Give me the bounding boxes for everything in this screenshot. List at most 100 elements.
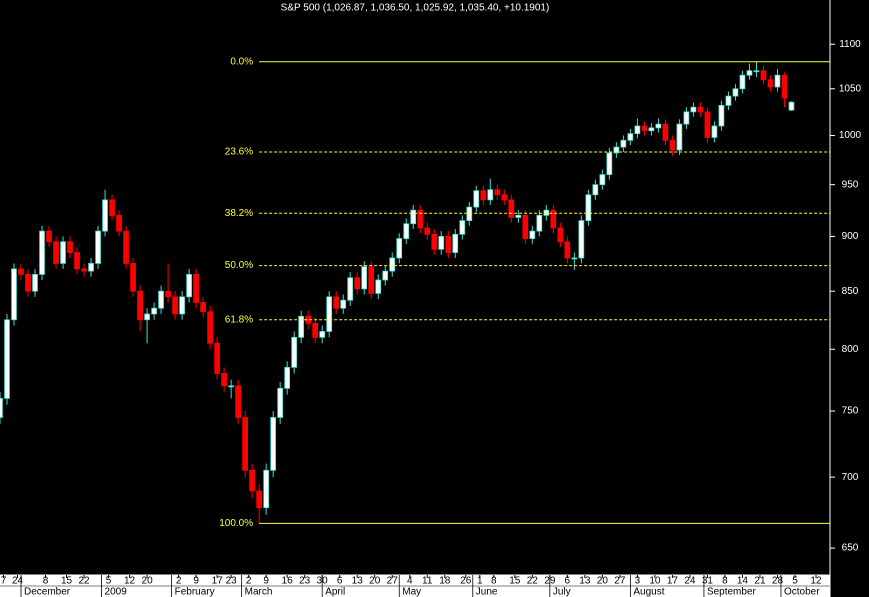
x-tick-label: 21 xyxy=(754,576,766,587)
candle-body xyxy=(144,313,150,321)
candle-body xyxy=(599,174,606,186)
candle-body xyxy=(662,123,669,141)
candle-body xyxy=(403,223,410,239)
candle-body xyxy=(529,230,536,239)
x-tick-label: 18 xyxy=(439,576,451,587)
candle-body xyxy=(298,315,305,338)
candle-body xyxy=(774,74,781,88)
y-tick-label: 800 xyxy=(842,344,859,355)
month-label: September xyxy=(707,587,757,597)
candle-body xyxy=(179,296,185,315)
x-tick-label: 9 xyxy=(263,576,269,587)
candle-body xyxy=(32,274,38,292)
candle-body xyxy=(564,241,571,259)
candle-body xyxy=(634,125,641,135)
x-tick-label: 28 xyxy=(772,576,784,587)
candle-body xyxy=(396,238,403,259)
candle-body xyxy=(683,111,690,125)
candle-body xyxy=(0,397,3,418)
x-tick-label: 17 xyxy=(212,576,224,587)
fib-label: 23.6% xyxy=(225,147,253,158)
candle-body xyxy=(501,194,508,201)
y-tick-label: 1100 xyxy=(839,39,861,50)
candle-body xyxy=(753,70,760,73)
x-tick-label: 24 xyxy=(684,576,696,587)
candle-body xyxy=(452,233,459,253)
candle-body xyxy=(543,209,550,216)
candle-body xyxy=(221,373,227,387)
candle-body xyxy=(424,227,431,235)
candle-body xyxy=(508,199,515,218)
candle-body xyxy=(760,70,767,81)
candle-body xyxy=(123,230,129,264)
candle-body xyxy=(88,263,94,272)
candle-body xyxy=(669,139,676,151)
x-tick-label: 6 xyxy=(337,576,343,587)
x-tick-label: 7 xyxy=(1,576,7,587)
month-label: December xyxy=(24,587,71,597)
x-tick-label: 12 xyxy=(810,576,822,587)
candle-body xyxy=(732,88,739,97)
candle-body xyxy=(249,469,256,492)
x-tick-label: 23 xyxy=(299,576,311,587)
x-tick-label: 8 xyxy=(43,576,49,587)
candle-body xyxy=(494,189,501,196)
month-label: August xyxy=(633,587,664,597)
candle-body xyxy=(522,214,529,239)
y-tick-label: 1050 xyxy=(839,83,862,94)
x-tick-label: 2 xyxy=(246,576,252,587)
candle-body xyxy=(74,252,80,270)
candle-body xyxy=(186,274,192,298)
y-tick-label: 1000 xyxy=(839,130,862,141)
candle-body xyxy=(550,209,557,229)
y-tick-label: 700 xyxy=(842,472,859,483)
candle-body xyxy=(445,236,452,253)
x-tick-label: 26 xyxy=(460,576,472,587)
fib-label: 50.0% xyxy=(225,260,253,271)
candle-body xyxy=(704,111,711,138)
x-tick-label: 17 xyxy=(667,576,679,587)
candle-body xyxy=(291,336,298,368)
candle-body xyxy=(158,290,164,309)
candle-body xyxy=(746,70,753,76)
candle-body xyxy=(270,417,277,471)
candle-body xyxy=(788,101,795,111)
candle-body xyxy=(697,106,704,113)
candle-body xyxy=(557,227,564,243)
candle-body xyxy=(473,190,480,208)
x-tick-label: 22 xyxy=(78,576,90,587)
x-tick-label: 5 xyxy=(106,576,112,587)
candle-body xyxy=(641,125,648,132)
candle-body xyxy=(571,257,578,260)
candle-body xyxy=(382,270,389,281)
candle-body xyxy=(347,277,354,301)
x-tick-label: 20 xyxy=(597,576,609,587)
x-tick-label: 12 xyxy=(124,576,136,587)
candle-body xyxy=(25,274,31,292)
y-tick-label: 750 xyxy=(842,406,859,417)
candle-body xyxy=(438,236,445,250)
month-label: March xyxy=(245,587,273,597)
candle-body xyxy=(410,209,417,225)
candle-body xyxy=(53,241,59,264)
y-tick-label: 850 xyxy=(842,286,859,297)
x-tick-label: 14 xyxy=(737,576,749,587)
candle-body xyxy=(228,385,234,388)
x-tick-label: 9 xyxy=(193,576,199,587)
x-tick-label: 8 xyxy=(491,576,497,587)
month-label: October xyxy=(784,587,820,597)
month-label: July xyxy=(553,587,571,597)
candle-body xyxy=(200,302,206,313)
candle-body xyxy=(515,214,522,218)
candle-body xyxy=(284,366,291,389)
candle-body xyxy=(606,152,613,176)
candle-body xyxy=(165,290,171,298)
month-label: May xyxy=(402,587,421,597)
candle-body xyxy=(375,279,382,294)
candle-body xyxy=(151,307,157,315)
candle-body xyxy=(193,274,199,303)
candle-body xyxy=(767,79,774,88)
candle-body xyxy=(60,241,66,264)
x-tick-label: 5 xyxy=(792,576,798,587)
